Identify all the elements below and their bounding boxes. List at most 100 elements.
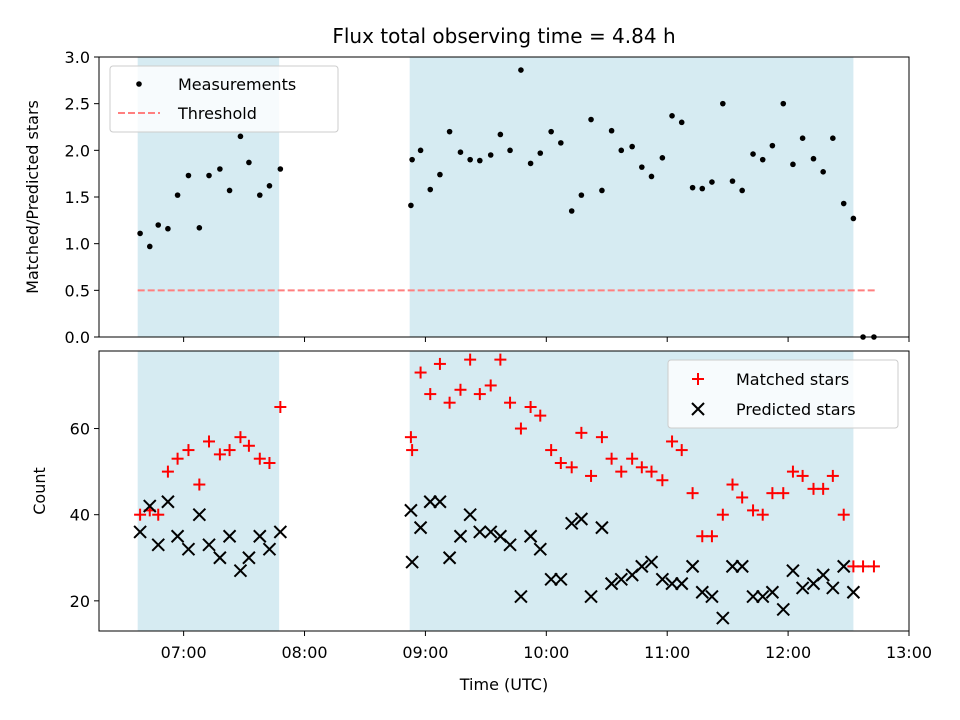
predicted-star-point	[483, 525, 498, 539]
measurement-point	[527, 160, 534, 167]
predicted-star-stroke	[685, 559, 700, 574]
predicted-star-stroke	[423, 495, 437, 509]
predicted-star-stroke	[533, 542, 547, 556]
bottom-legend: Matched stars Predicted stars	[667, 359, 899, 429]
predicted-star-point	[644, 555, 659, 569]
top-y-tick-label: 0.5	[65, 281, 90, 300]
matched-star-point	[433, 357, 446, 370]
bottom-y-tick-label: 60	[70, 420, 90, 439]
matched-stars-series	[134, 353, 880, 573]
matched-star-point	[595, 431, 608, 444]
predicted-star-point	[816, 568, 830, 582]
measurement-point	[137, 230, 143, 237]
predicted-star-stroke	[493, 529, 508, 543]
matched-star-point	[585, 469, 598, 482]
predicted-star-point	[151, 538, 165, 552]
measurement-point	[769, 142, 776, 149]
predicted-star-point	[222, 529, 237, 543]
predicted-star-stroke	[725, 559, 740, 574]
matched-star-point	[274, 401, 287, 413]
predicted-star-stroke	[644, 555, 659, 569]
matched-star-point	[747, 504, 760, 517]
bottom-x-tick-label: 07:00	[161, 643, 207, 662]
matched-star-point	[242, 439, 255, 452]
matched-star-point	[656, 474, 669, 487]
predicted-star-stroke	[213, 551, 227, 565]
top-y-tick-label: 2.5	[65, 95, 90, 114]
predicted-star-point	[463, 507, 477, 522]
matched-star-point	[766, 487, 779, 500]
predicted-star-stroke	[413, 520, 428, 535]
measurement-point	[437, 171, 443, 178]
bottom-y-tick-label: 40	[70, 506, 90, 525]
matched-star-point	[406, 444, 419, 457]
measurement-point	[729, 178, 736, 184]
matched-star-point	[223, 444, 236, 457]
predicted-star-point	[735, 559, 749, 574]
predicted-star-point	[262, 542, 277, 556]
top-y-tick-label: 0.0	[65, 328, 90, 347]
bottom-x-tick-label: 12:00	[765, 643, 811, 662]
measurement-point	[174, 192, 181, 198]
predicted-star-point	[655, 572, 670, 587]
measurement-point	[467, 156, 473, 163]
measurement-point	[799, 135, 806, 141]
matched-star-point	[504, 396, 517, 409]
matched-star-point	[626, 452, 639, 465]
predicted-star-stroke	[433, 495, 447, 509]
matched-star-point	[263, 457, 276, 469]
matched-star-point	[234, 431, 247, 444]
predicted-star-point	[846, 585, 861, 599]
predicted-star-point	[795, 581, 810, 595]
measurement-point	[217, 166, 223, 172]
matched-star-point	[575, 426, 588, 439]
measurement-point	[850, 215, 857, 222]
predicted-star-point	[514, 589, 528, 604]
bottom-x-tick-label: 09:00	[402, 643, 448, 662]
top-y-tick-label: 3.0	[65, 48, 90, 67]
predicted-star-point	[273, 525, 288, 539]
top-y-axis-label: Matched/Predicted stars	[23, 100, 42, 294]
measurement-point	[558, 140, 564, 146]
measurement-point	[709, 179, 715, 185]
measurement-point	[155, 222, 162, 228]
matched-star-point	[645, 465, 658, 478]
predicted-star-point	[716, 611, 730, 625]
predicted-star-point	[233, 563, 248, 578]
matched-star-point	[605, 452, 618, 465]
predicted-star-point	[614, 572, 628, 587]
measurement-point	[487, 152, 494, 158]
predicted-star-stroke	[716, 611, 730, 625]
matched-star-point	[736, 491, 749, 504]
predicted-star-point	[404, 503, 418, 518]
matched-star-point	[213, 448, 226, 461]
top-legend: Measurements Threshold	[109, 65, 339, 133]
predicted-star-point	[564, 516, 579, 531]
predicted-star-point	[503, 538, 517, 552]
measurement-point	[427, 186, 434, 193]
predicted-star-point	[202, 538, 216, 552]
predicted-star-stroke	[846, 585, 861, 599]
measurement-point	[457, 149, 464, 155]
predicted-star-stroke	[584, 589, 598, 604]
predicted-star-stroke	[253, 529, 267, 543]
matched-star-point	[635, 461, 648, 474]
measurement-point	[840, 200, 847, 207]
predicted-star-point	[133, 525, 147, 539]
measurement-point	[810, 155, 817, 162]
predicted-star-stroke	[735, 559, 749, 574]
predicted-star-point	[192, 507, 207, 522]
matched-star-point	[404, 431, 417, 444]
predicted-star-stroke	[273, 525, 288, 539]
matched-star-point	[666, 435, 679, 448]
matched-star-point	[777, 487, 790, 500]
matched-star-point	[484, 379, 497, 392]
measurement-point	[780, 100, 787, 107]
predicted-star-stroke	[404, 503, 418, 518]
top-y-tick-label: 1.5	[65, 188, 90, 207]
predicted-star-stroke	[574, 512, 589, 526]
legend-predicted-marker	[691, 402, 705, 416]
predicted-star-point	[786, 563, 800, 578]
predicted-star-point	[746, 589, 760, 604]
measurement-point	[206, 172, 212, 179]
